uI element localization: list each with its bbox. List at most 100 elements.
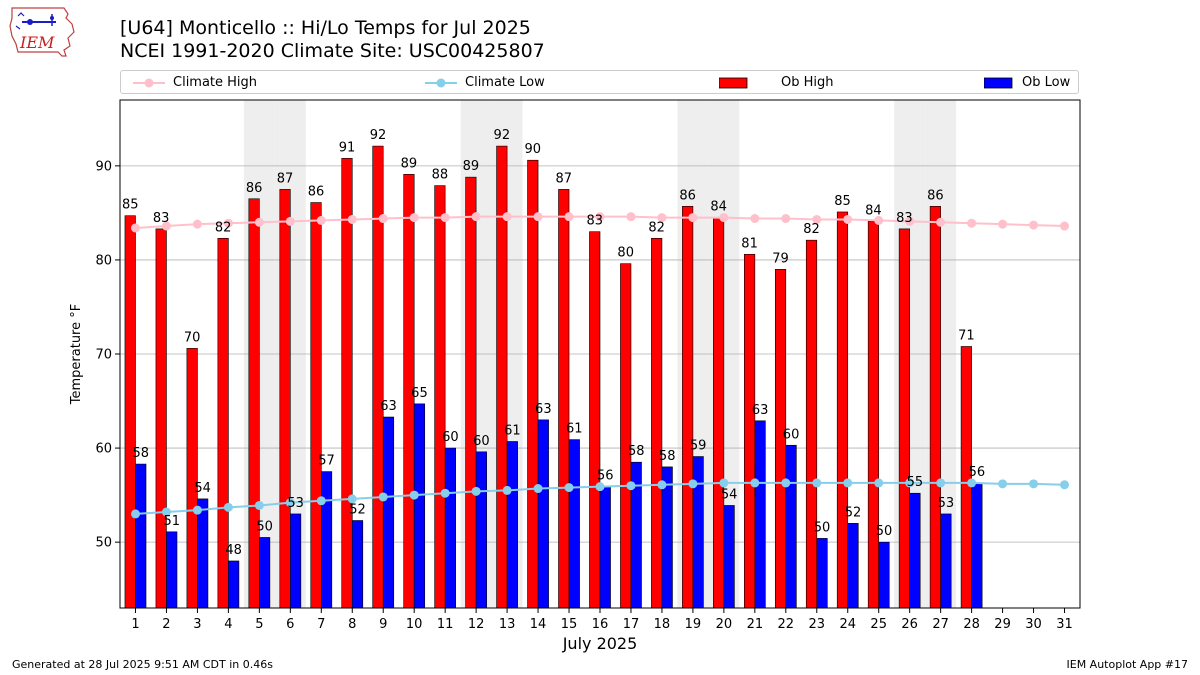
climate-low-point-day-16 [595,482,605,492]
ob-high-bar-day-1 [124,215,136,609]
ob-low-bar-day-20 [723,505,735,609]
x-tick-label-18: 18 [654,617,671,632]
legend-label-ob-high: Ob High [781,75,834,90]
ob-low-bar-day-5 [259,537,271,609]
ob-low-label-day-15: 61 [566,422,583,437]
ob-low-bar-day-9 [382,416,395,609]
climate-high-point-day-24 [843,214,853,224]
climate-low-point-day-9 [378,492,388,502]
ob-high-bar-day-3 [186,348,198,609]
ob-high-label-day-2: 83 [153,211,170,226]
climate-low-point-day-6 [285,498,295,508]
ob-low-label-day-8: 52 [349,503,366,518]
ob-high-bar-day-20 [713,217,725,609]
x-tick-label-16: 16 [592,617,609,632]
climate-high-point-day-16 [595,212,605,222]
ob-low-label-day-20: 54 [721,487,738,502]
ob-high-label-day-7: 86 [308,185,325,200]
ob-high-label-day-15: 87 [555,171,572,186]
climate-low-point-day-2 [161,507,171,517]
climate-high-point-day-13 [502,212,512,222]
ob-low-label-day-22: 60 [783,427,800,442]
y-tick-label-90: 90 [95,159,112,174]
bars [124,145,983,609]
ob-high-bar-day-8 [341,158,353,609]
ob-low-label-day-26: 55 [907,475,924,490]
x-tick-label-7: 7 [317,617,325,632]
ob-high-label-day-19: 86 [679,188,696,203]
ob-low-label-day-13: 61 [504,423,521,438]
ob-low-bar-day-24 [847,523,859,609]
climate-low-point-day-10 [409,490,419,500]
ob-high-label-day-8: 91 [339,140,356,155]
ob-low-label-day-16: 56 [597,469,614,484]
climate-high-point-day-12 [471,212,481,222]
ob-low-label-day-27: 53 [938,496,955,511]
ob-low-label-day-3: 54 [194,481,211,496]
x-axis-label: July 2025 [562,634,638,653]
ob-high-bar-day-25 [867,221,880,609]
ob-low-label-day-14: 63 [535,402,552,417]
climate-high-point-day-28 [967,218,977,228]
climate-high-point-day-7 [316,215,326,225]
ob-low-bar-day-23 [816,538,828,609]
climate-low-point-day-24 [843,478,853,488]
x-tick-label-12: 12 [468,617,485,632]
x-tick-label-31: 31 [1056,617,1073,632]
legend-label-climate-high: Climate High [173,75,258,90]
climate-low-point-day-4 [223,502,233,512]
ob-low-label-day-4: 48 [225,543,242,558]
ob-low-label-day-19: 59 [690,439,707,454]
climate-low-point-day-21 [750,478,760,488]
climate-low-point-day-30 [1029,479,1039,489]
climate-high-point-day-30 [1029,220,1039,230]
ob-low-label-day-2: 51 [163,514,180,529]
x-tick-label-27: 27 [932,617,949,632]
ob-high-label-day-17: 80 [617,246,634,261]
x-tick-label-8: 8 [348,617,356,632]
ob-high-bar-day-5 [248,198,260,609]
ob-high-bar-day-2 [155,228,167,609]
legend-label-climate-low: Climate Low [465,75,545,90]
climate-high-point-day-6 [285,216,295,226]
ob-low-bar-day-28 [971,482,983,609]
ob-low-label-day-21: 63 [752,403,769,418]
ob-high-label-day-24: 85 [834,194,851,209]
ob-low-label-day-10: 65 [411,386,428,401]
ob-low-bar-day-25 [878,541,890,609]
climate-low-point-day-5 [254,500,264,510]
y-axis-label: Temperature °F [69,304,84,405]
x-tick-label-26: 26 [901,617,918,632]
climate-high-point-day-19 [688,213,698,223]
ob-high-label-day-14: 90 [525,142,542,157]
x-tick-label-30: 30 [1025,617,1042,632]
climate-low-point-day-13 [502,485,512,495]
ob-high-bar-day-11 [434,185,446,609]
climate-high-point-day-20 [719,213,729,223]
ob-high-bar-day-6 [279,189,291,609]
ob-low-label-day-1: 58 [132,446,149,461]
climate-high-point-day-3 [192,219,202,229]
ob-high-bar-day-24 [836,211,849,609]
ob-high-label-day-6: 87 [277,171,294,186]
ob-high-bar-day-18 [651,237,663,609]
climate-high-point-day-25 [874,215,884,225]
x-tick-label-29: 29 [994,617,1011,632]
x-tick-label-9: 9 [379,617,387,632]
y-tick-label-80: 80 [95,253,112,268]
climate-high-point-day-2 [161,221,171,231]
ob-low-bar-day-8 [351,520,364,609]
ob-low-label-day-6: 53 [287,496,304,511]
climate-low-point-day-20 [719,478,729,488]
x-tick-label-28: 28 [963,617,980,632]
ob-low-bar-day-26 [909,492,921,609]
climate-low-point-day-12 [471,486,481,496]
ob-low-label-day-12: 60 [473,434,490,449]
x-tick-label-15: 15 [561,617,578,632]
ob-high-label-day-9: 92 [370,128,387,143]
ob-high-label-day-11: 88 [432,168,449,183]
climate-low-point-day-3 [192,505,202,515]
climate-low-point-day-23 [812,478,822,488]
ob-high-label-day-28: 71 [958,328,975,343]
